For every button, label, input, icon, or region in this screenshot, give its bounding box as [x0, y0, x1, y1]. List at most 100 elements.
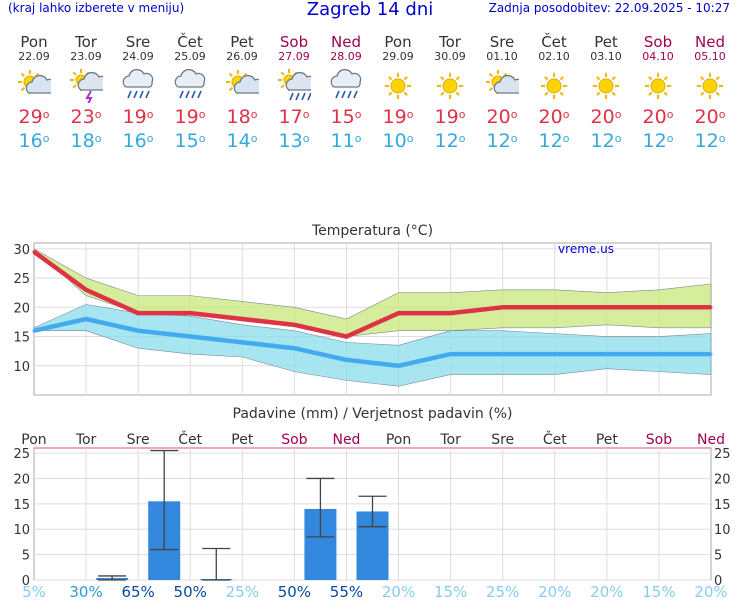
x-tick-label: Čet [543, 430, 567, 448]
temp-max: 23o [60, 105, 112, 129]
degree-mark: o [666, 108, 674, 121]
temp-min: 12o [476, 129, 528, 153]
degree-mark: o [614, 108, 622, 121]
data-point [32, 329, 36, 333]
day-date: 26.09 [226, 50, 258, 63]
temp-max-value: 19 [434, 106, 459, 128]
degree-mark: o [666, 132, 674, 145]
data-point [553, 352, 557, 356]
x-tick-label: Pon [21, 432, 46, 448]
day-date: 02.10 [538, 50, 570, 63]
day-name: Pet [230, 33, 254, 51]
precip-probability: 20% [382, 583, 415, 600]
precip-probability: 50% [174, 583, 207, 600]
x-tick-label: Pet [596, 432, 619, 448]
data-point [136, 329, 140, 333]
precip-probability: 55% [330, 583, 363, 600]
degree-mark: o [250, 108, 258, 121]
temp-min: 10o [372, 129, 424, 153]
sun-icon [372, 69, 424, 103]
precip-probability: 5% [22, 583, 46, 600]
sun-cloud-icon [476, 69, 528, 103]
precip-probability: 25% [486, 583, 519, 600]
y-tick-label-right: 15 [714, 498, 731, 513]
data-point [84, 317, 88, 321]
temp-min-value: 12 [590, 130, 615, 152]
temp-max-value: 20 [538, 106, 563, 128]
y-tick-label: 0 [22, 574, 30, 589]
day-column: Pet 26.09 18o 14o [216, 34, 268, 153]
day-name: Čet [541, 33, 567, 51]
y-tick-label: 15 [13, 331, 30, 346]
day-column: Pon 29.09 19o 10o [372, 34, 424, 153]
day-date: 24.09 [122, 50, 154, 63]
temp-max: 15o [320, 105, 372, 129]
y-tick-label: 25 [13, 272, 30, 287]
temp-min: 18o [60, 129, 112, 153]
day-date: 29.09 [382, 50, 414, 63]
data-point [136, 311, 140, 315]
degree-mark: o [406, 132, 414, 145]
data-point [84, 288, 88, 292]
day-name: Pet [594, 33, 618, 51]
location-hint: (kraj lahko izberete v meniju) [8, 1, 185, 15]
chart-title: Padavine (mm) / Verjetnost padavin (%) [233, 406, 513, 422]
temp-min: 14o [216, 129, 268, 153]
temp-min: 12o [632, 129, 684, 153]
temp-max: 20o [476, 105, 528, 129]
temp-min: 16o [112, 129, 164, 153]
temp-max: 19o [112, 105, 164, 129]
y-tick-label: 20 [13, 472, 30, 487]
sun-icon [580, 69, 632, 103]
page-title: Zagreb 14 dni [306, 0, 434, 20]
day-date: 03.10 [590, 50, 622, 63]
temp-min-value: 12 [694, 130, 719, 152]
data-point [292, 323, 296, 327]
y-tick-label: 15 [13, 498, 30, 513]
x-tick-label: Ned [697, 432, 725, 448]
temp-min-value: 11 [330, 130, 355, 152]
y-tick-label: 10 [13, 523, 30, 538]
x-tick-label: Čet [178, 430, 202, 448]
degree-mark: o [458, 132, 466, 145]
day-column: Pon 22.09 29o 16o [8, 34, 60, 153]
degree-mark: o [510, 132, 518, 145]
precip-probability: 20% [538, 583, 571, 600]
temp-min: 16o [8, 129, 60, 153]
day-date: 04.10 [642, 50, 674, 63]
degree-mark: o [146, 108, 154, 121]
day-name: Tor [75, 33, 97, 51]
precip-probability: 20% [694, 583, 727, 600]
y-tick-label: 20 [13, 301, 30, 316]
temp-max-value: 29 [18, 106, 43, 128]
day-column: Sob 27.09 17o 13o [268, 34, 320, 153]
degree-mark: o [146, 132, 154, 145]
data-point [709, 305, 713, 309]
day-name: Pon [20, 33, 48, 51]
degree-mark: o [94, 108, 102, 121]
last-update: Zadnja posodobitev: 22.09.2025 - 10:27 [488, 1, 730, 15]
day-column: Sre 24.09 19o 16o [112, 34, 164, 153]
watermark: vreme.us [558, 242, 614, 256]
day-date: 23.09 [70, 50, 102, 63]
precip-probability: 65% [121, 583, 154, 600]
degree-mark: o [198, 132, 206, 145]
temp-max: 18o [216, 105, 268, 129]
day-date: 27.09 [278, 50, 310, 63]
sun-cloud-icon [8, 69, 60, 103]
degree-mark: o [354, 132, 362, 145]
data-point [605, 305, 609, 309]
data-point [501, 352, 505, 356]
x-tick-label: Pet [231, 432, 254, 448]
degree-mark: o [354, 108, 362, 121]
degree-mark: o [406, 108, 414, 121]
temp-min-value: 14 [226, 130, 251, 152]
temp-max-value: 20 [590, 106, 615, 128]
temp-max-value: 23 [70, 106, 95, 128]
day-column: Ned 05.10 20o 12o [684, 34, 736, 153]
temp-min: 12o [528, 129, 580, 153]
forecast-days: Pon 22.09 29o 16o Tor 23.09 23o 18o Sre 24.09 19o 1… [8, 34, 736, 174]
sun-icon [424, 69, 476, 103]
y-tick-label-right: 5 [714, 549, 722, 564]
day-name: Sre [489, 33, 515, 51]
